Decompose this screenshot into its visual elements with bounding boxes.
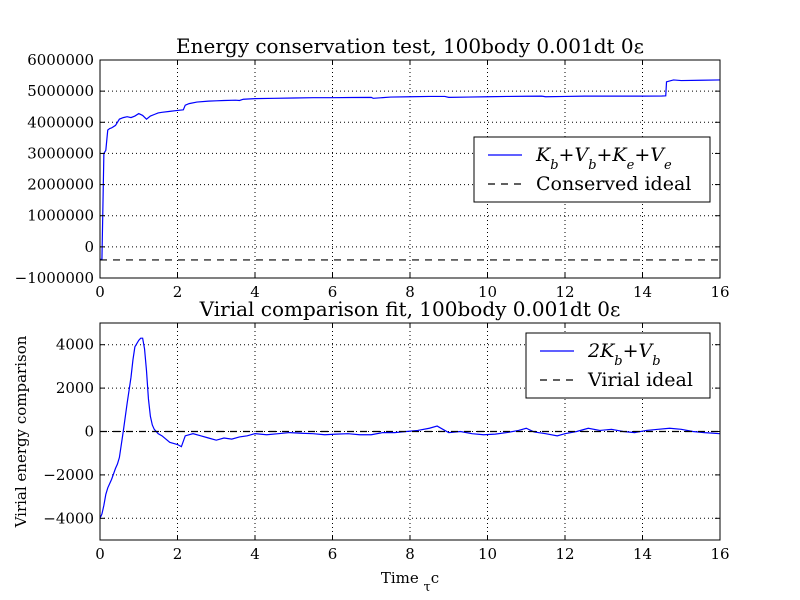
y-tick-label: 0 (84, 238, 94, 256)
chart-title: Virial comparison fit, 100body 0.001dt 0… (199, 297, 621, 321)
x-tick-label: 6 (328, 283, 338, 301)
x-tick-label: 12 (555, 283, 574, 301)
y-tick-label: 4000 (56, 336, 94, 354)
chart-1: 0 2 4 6 8 10 12 14 16−10000000100000020000003000… (15, 34, 730, 301)
y-tick-label: 3000000 (27, 144, 94, 162)
label-subscript: b (614, 354, 622, 369)
legend-label: Conserved ideal (536, 173, 691, 195)
x-tick-label: 4 (250, 545, 260, 563)
legend-label: 2Kb+Vb (587, 340, 661, 369)
label-subscript: b (652, 354, 660, 369)
x-tick-label: 16 (710, 283, 729, 301)
y-tick-label: 6000000 (27, 51, 94, 69)
label-part: +V (559, 144, 591, 166)
x-tick-label: 0 (95, 283, 105, 301)
x-tick-label: 8 (405, 283, 415, 301)
y-tick-label: 4000000 (27, 113, 94, 131)
label-part: +K (597, 144, 629, 166)
chart-2: 0 2 4 6 8 10 12 14 16 −4000 −2000 0 2000 4000 Virial c… (12, 297, 730, 595)
label-part: Time (381, 569, 424, 587)
x-tick-label: 14 (633, 545, 652, 563)
chart-title: Energy conservation test, 100body 0.001d… (176, 34, 644, 58)
x-tick-label: 10 (478, 545, 497, 563)
y-tick-label: 2000000 (27, 176, 94, 194)
x-tick-label: 2 (173, 283, 183, 301)
label-part: K (535, 144, 552, 166)
series-line-data (100, 79, 721, 260)
label-part: +V (623, 340, 655, 362)
label-part: 2K (587, 340, 616, 362)
y-tick-label: 2000 (56, 379, 94, 397)
x-tick-label: 4 (250, 283, 260, 301)
label-subscript: b (588, 158, 596, 173)
label-subscript: b (550, 158, 558, 173)
legend-label: Kb+Vb+Ke+Ve (535, 144, 672, 173)
series-line-data (99, 337, 721, 519)
legend-box (473, 136, 711, 203)
y-tick-label: −4000 (43, 509, 94, 527)
label-subscript: e (664, 158, 672, 173)
legend-box (525, 332, 711, 399)
x-axis-label: Time τc (381, 569, 439, 595)
y-tick-label: −1000000 (15, 269, 94, 287)
x-tick-label: 14 (633, 283, 652, 301)
x-tick-label: 10 (478, 283, 497, 301)
y-axis-label: Virial energy comparison (12, 335, 30, 528)
y-tick-label: 1000000 (27, 207, 94, 225)
y-tick-label: −2000 (43, 466, 94, 484)
x-tick-label: 6 (328, 545, 338, 563)
x-tick-label: 8 (405, 545, 415, 563)
y-tick-label: 0 (84, 423, 94, 441)
label-part: c (431, 569, 439, 587)
y-tick-label: 5000000 (27, 82, 94, 100)
label-part: +V (634, 144, 666, 166)
x-tick-label: 0 (95, 545, 105, 563)
label-subscript: τ (424, 580, 431, 595)
x-tick-label: 2 (173, 545, 183, 563)
label-subscript: e (627, 158, 635, 173)
x-tick-label: 16 (710, 545, 729, 563)
legend-label: Virial ideal (587, 369, 693, 391)
x-tick-label: 12 (555, 545, 574, 563)
